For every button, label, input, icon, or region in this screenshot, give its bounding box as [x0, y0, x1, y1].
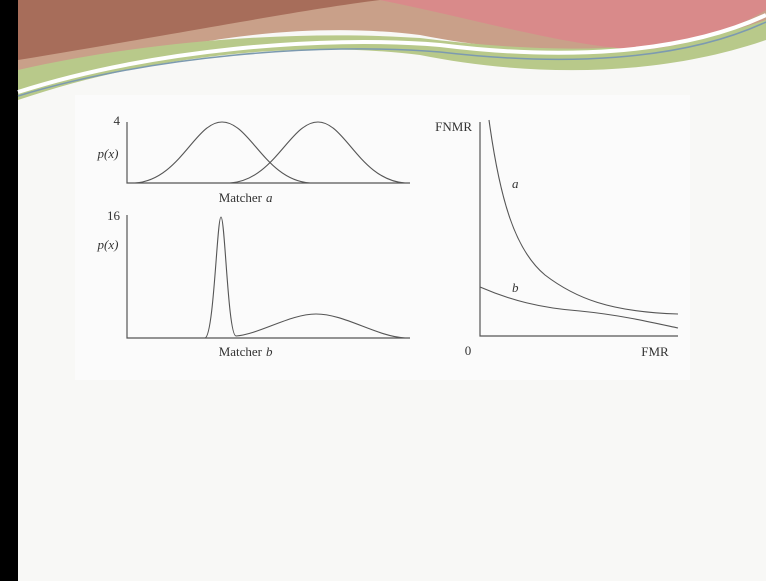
curve-label: b: [512, 280, 519, 295]
caption-var: a: [266, 190, 273, 205]
header-swoosh: [17, 0, 766, 100]
y-axis-label: p(x): [97, 146, 119, 161]
roc-plot: FNMR FMR 0 a b: [435, 119, 679, 359]
y-max-label: 16: [107, 208, 121, 223]
matcher-a-plot: 4 p(x) Matcher a: [97, 113, 410, 205]
caption: Matcher: [219, 344, 263, 359]
x-axis-label: FMR: [641, 344, 669, 359]
curve-label: a: [512, 176, 519, 191]
figure-panel: [75, 95, 690, 380]
caption: Matcher: [219, 190, 263, 205]
y-axis-label: FNMR: [435, 119, 472, 134]
left-bar: [0, 0, 18, 581]
caption-var: b: [266, 344, 273, 359]
y-max-label: 4: [114, 113, 121, 128]
matcher-b-plot: 16 p(x) Matcher b: [97, 208, 410, 359]
y-axis-label: p(x): [97, 237, 119, 252]
origin-label: 0: [465, 343, 472, 358]
